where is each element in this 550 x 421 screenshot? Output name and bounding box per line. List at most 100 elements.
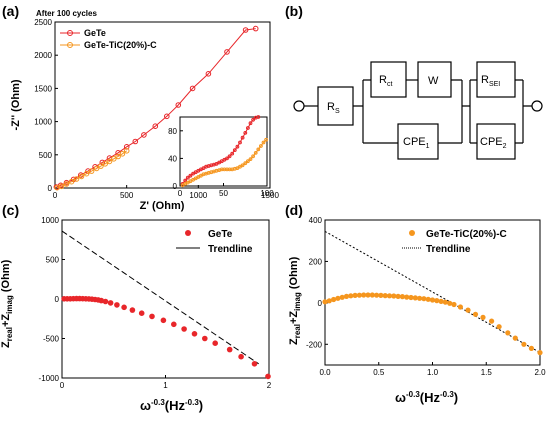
composite-point: [465, 307, 471, 313]
composite-point: [93, 165, 100, 172]
inset-gete-point: [256, 115, 261, 119]
panel-c-label: (c): [2, 202, 19, 218]
panel-d-ytick-label: 0: [318, 299, 323, 308]
panel-a-legend: GeTe GeTe-TiC(20%)-C: [60, 28, 157, 50]
circuit-wire: [438, 79, 477, 144]
panel-a-ytick-label: 2000: [34, 51, 52, 60]
legend-d-trend-label: Trendline: [426, 244, 471, 255]
inset-gete-point: [188, 173, 193, 178]
panel-d-ticks: 0.0 0.5 1.0 1.5 2.0 400 200 0 -200: [306, 216, 546, 377]
panel-d-trendline: [324, 230, 541, 354]
composite-point: [111, 156, 117, 162]
composite-point: [417, 295, 423, 301]
panel-d-xtick-label: 1.5: [481, 368, 493, 377]
composite-point: [88, 168, 95, 174]
inset-gete-point: [183, 178, 188, 183]
composite-point: [442, 299, 448, 305]
legend-d-composite-marker: [409, 230, 415, 236]
composite-point: [395, 293, 401, 299]
circuit-cpe1-box: [397, 123, 439, 160]
panel-a-inset-frame: [179, 116, 268, 187]
composite-point: [391, 293, 397, 299]
composite-point: [434, 298, 440, 304]
inset-gete-point: [246, 126, 250, 130]
composite-point: [356, 292, 362, 298]
panel-d-xtick-label: 0.5: [373, 368, 385, 377]
gete-point: [129, 307, 136, 313]
composite-point: [429, 297, 436, 303]
gete-point: [107, 300, 114, 306]
panel-a-xlabel: Z' (Ohm): [140, 200, 185, 212]
panel-c-trendline: [61, 230, 259, 365]
gete-point: [121, 304, 127, 311]
composite-point: [399, 294, 405, 300]
gete-line: [56, 28, 256, 188]
panel-d-ytick-label: -200: [306, 340, 323, 349]
panel-a-ytick-label: 1000: [34, 118, 52, 127]
inset-gete-point: [243, 131, 248, 135]
panel-c-ytick-label: -1000: [39, 374, 60, 383]
panel-d-ytick-label: 200: [309, 257, 323, 266]
inset-gete-point: [248, 121, 253, 126]
inset-gete-point: [238, 140, 242, 145]
composite-point: [365, 292, 371, 298]
panel-a: (a) After 100 cycles 0 500 1000 15000500100…: [2, 3, 279, 212]
panel-a-ylabel: -Z'' (Ohm): [10, 79, 22, 130]
inset-composite-point: [243, 161, 248, 166]
composite-point: [348, 293, 354, 299]
panel-c-legend: GeTe Trendline: [176, 229, 253, 255]
composite-point: [119, 151, 126, 157]
composite-point: [339, 294, 345, 300]
gete-point: [164, 113, 170, 120]
panel-b-label: (b): [285, 3, 303, 19]
panel-d-xtick-label: 2.0: [534, 368, 546, 377]
circuit-rct-label: Rct: [379, 74, 392, 88]
circuit-cpe2-label: CPE2: [480, 136, 507, 150]
inset-xtick-label: 0: [178, 189, 183, 198]
composite-point: [412, 295, 418, 301]
inset-composite-point: [259, 144, 263, 148]
composite-point: [98, 163, 104, 169]
composite-point: [78, 173, 85, 180]
inset-composite-point: [248, 157, 253, 162]
inset-composite-line: [182, 139, 267, 186]
gete-point: [238, 353, 244, 360]
panel-c-xlabel: ω-0.3(Hz-0.3): [140, 398, 203, 413]
panel-c-ytick-label: 500: [46, 256, 60, 265]
composite-point: [447, 300, 453, 306]
inset-composite-point: [251, 154, 256, 159]
inset-gete-point: [214, 162, 219, 166]
composite-point: [322, 299, 328, 305]
composite-point: [386, 293, 393, 299]
circuit-cpe2-box: [476, 123, 516, 160]
panel-a-xtick-label: 500: [120, 191, 134, 200]
inset-ytick-label: 40: [168, 154, 177, 163]
composite-point: [404, 294, 410, 300]
composite-point: [123, 148, 130, 154]
panel-c-ytick-label: 1000: [41, 216, 59, 225]
gete-point: [252, 25, 259, 32]
gete-point: [212, 340, 218, 347]
composite-point: [521, 341, 527, 347]
gete-point: [152, 123, 159, 129]
panel-a-axes-frame: [54, 21, 271, 189]
inset-composite-point: [256, 147, 261, 152]
inset-composite-point: [264, 137, 269, 142]
panel-b-equivalent-circuit: (b) RS Rct W CPE1 RSEI CPE2: [285, 3, 543, 160]
gete-point: [191, 331, 198, 337]
gete-point: [226, 346, 233, 353]
circuit-rs-label: RS: [327, 101, 340, 115]
inset-gete-point: [251, 117, 256, 122]
gete-point: [242, 27, 249, 33]
panel-d-ylabel: Zreal+Zimag (Ohm): [288, 256, 302, 345]
composite-point: [451, 301, 457, 308]
gete-point: [171, 321, 177, 328]
gete-point: [102, 298, 109, 305]
gete-point: [160, 317, 167, 324]
inset-gete-point: [232, 148, 237, 153]
composite-point: [382, 293, 388, 299]
composite-point: [106, 158, 113, 165]
panel-c-ytick-label: -500: [43, 335, 60, 344]
